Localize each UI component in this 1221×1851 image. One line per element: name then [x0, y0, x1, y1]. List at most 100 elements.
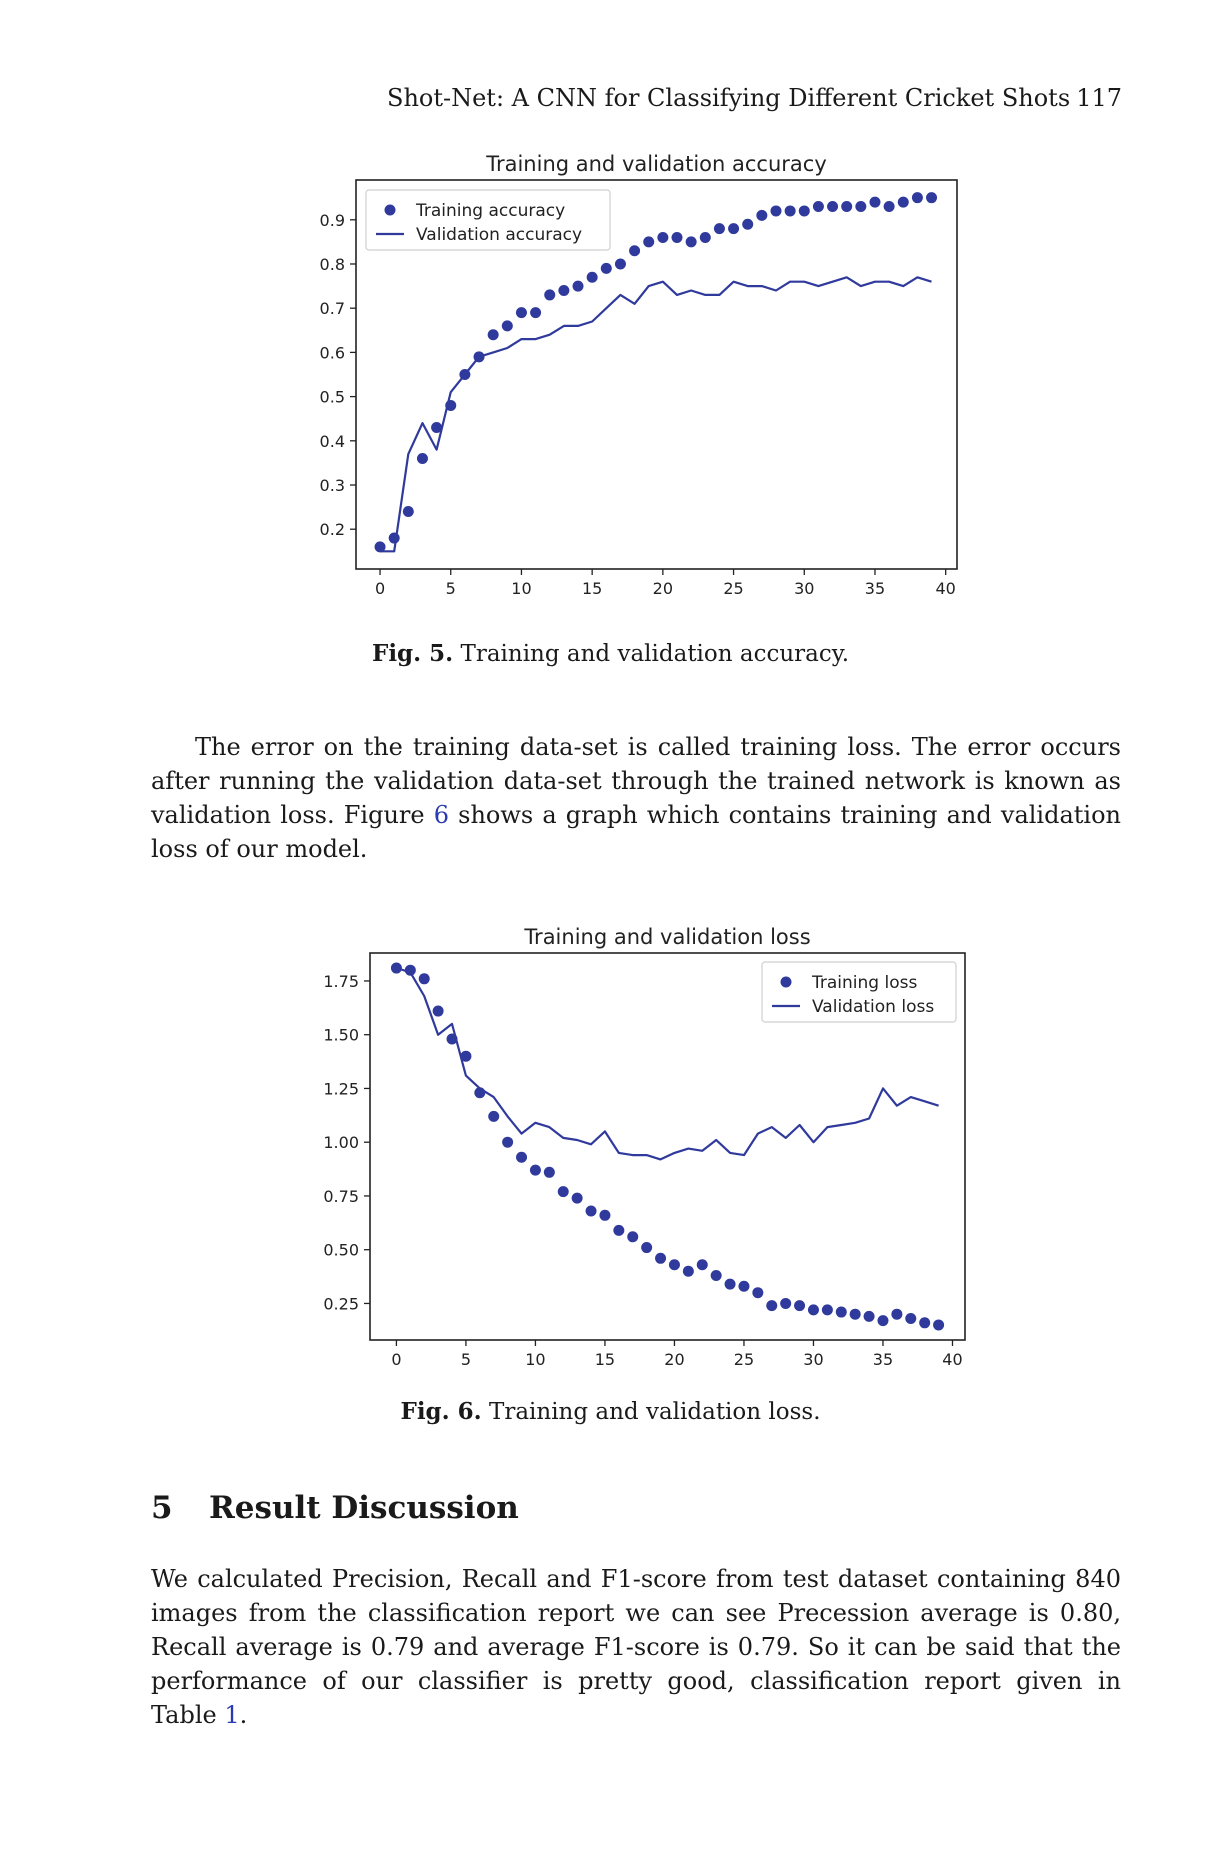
data-point-training — [883, 201, 895, 213]
caption-text: Training and validation accuracy. — [460, 641, 850, 667]
y-tick-label: 0.50 — [323, 1241, 359, 1260]
x-tick-label: 40 — [936, 579, 956, 598]
data-point-training — [487, 329, 499, 341]
data-point-training — [600, 262, 612, 274]
x-tick-label: 25 — [734, 1350, 754, 1369]
x-tick-label: 20 — [664, 1350, 684, 1369]
figure-5-caption: Fig. 5. Training and validation accuracy… — [0, 640, 1221, 667]
data-point-training — [657, 231, 669, 243]
y-tick-label: 0.25 — [323, 1294, 359, 1313]
x-tick-label: 5 — [446, 579, 456, 598]
y-tick-label: 0.6 — [320, 343, 345, 362]
data-point-training — [710, 1270, 722, 1281]
x-tick-label: 0 — [391, 1350, 401, 1369]
data-point-training — [488, 1110, 500, 1122]
data-point-training — [613, 1224, 625, 1236]
data-point-training — [798, 205, 810, 217]
section-heading: 5 Result Discussion — [151, 1490, 519, 1526]
table-reference-link[interactable]: 1 — [224, 1701, 240, 1729]
data-point-training — [599, 1209, 611, 1221]
data-point-training — [432, 1005, 444, 1017]
paragraph-text: . — [239, 1701, 248, 1729]
x-tick-label: 15 — [595, 1350, 615, 1369]
y-tick-label: 0.75 — [323, 1187, 359, 1206]
data-point-training — [780, 1297, 792, 1309]
caption-label: Fig. 5. — [371, 640, 454, 667]
data-point-training — [501, 320, 513, 332]
legend-box — [365, 189, 611, 251]
x-tick-label: 0 — [375, 579, 385, 598]
paragraph-text: We calculated Precision, Recall and F1-s… — [151, 1565, 1121, 1729]
data-point-training — [655, 1252, 667, 1264]
data-point-training — [849, 1308, 861, 1320]
y-tick-label: 1.50 — [323, 1026, 359, 1045]
data-point-training — [529, 1164, 541, 1176]
data-point-training — [614, 258, 626, 270]
data-point-training — [629, 245, 641, 257]
data-point-training — [402, 506, 414, 518]
data-point-training — [586, 271, 598, 283]
data-point-training — [724, 1278, 736, 1290]
body-paragraph-2: We calculated Precision, Recall and F1-s… — [151, 1562, 1121, 1732]
data-point-training — [696, 1259, 708, 1271]
y-tick-label: 0.2 — [320, 520, 345, 539]
data-point-training — [742, 218, 754, 230]
series-line-validation — [396, 966, 939, 1161]
data-point-training — [416, 452, 428, 464]
data-point-training — [515, 307, 527, 319]
y-tick-label: 0.7 — [320, 299, 345, 318]
y-tick-label: 0.9 — [320, 211, 345, 230]
page-number: 117 — [1076, 84, 1122, 112]
data-point-training — [752, 1287, 764, 1299]
loss-chart: Training and validation loss 0 5 10 15 20 25 30… — [323, 925, 966, 1369]
data-point-training — [756, 209, 768, 221]
x-tick-label: 30 — [803, 1350, 823, 1369]
data-point-training — [728, 223, 740, 235]
body-paragraph-1: The error on the training data-set is ca… — [151, 730, 1121, 866]
plot-frame — [355, 179, 958, 570]
x-tick-label: 10 — [525, 1350, 545, 1369]
legend-label: Training loss — [811, 973, 917, 993]
y-tick-label: 0.3 — [320, 476, 345, 495]
x-tick-label: 15 — [582, 579, 602, 598]
data-point-training — [460, 1050, 472, 1062]
x-tick-label: 25 — [723, 579, 743, 598]
data-point-training — [835, 1306, 847, 1318]
y-tick-label: 0.5 — [320, 388, 345, 407]
data-point-training — [557, 1186, 569, 1198]
data-point-training — [558, 285, 570, 297]
data-point-training — [388, 532, 400, 544]
data-point-training — [855, 201, 867, 213]
data-point-training — [926, 192, 938, 204]
legend-label: Training accuracy — [415, 201, 565, 221]
legend-label: Validation loss — [812, 997, 934, 1017]
legend-dot-marker — [780, 976, 792, 988]
data-point-training — [668, 1259, 680, 1271]
section-number: 5 — [151, 1490, 173, 1526]
data-point-training — [812, 201, 824, 213]
data-point-training — [841, 201, 853, 213]
paragraph-text: shows a graph which contains training an… — [151, 801, 1122, 863]
figure-loss: Training and validation loss 0 5 10 15 20 25 30… — [300, 905, 980, 1375]
legend-label: Validation accuracy — [416, 225, 582, 245]
data-point-training — [766, 1300, 778, 1312]
x-tick-label: 10 — [511, 579, 531, 598]
data-point-training — [863, 1310, 875, 1322]
data-point-training — [543, 1166, 555, 1178]
data-point-training — [516, 1151, 528, 1163]
y-tick-label: 0.8 — [320, 255, 345, 274]
data-point-training — [784, 205, 796, 217]
figure-reference-link[interactable]: 6 — [433, 801, 449, 829]
data-point-training — [544, 289, 556, 301]
caption-text: Training and validation loss. — [488, 1399, 821, 1425]
data-point-training — [571, 1192, 583, 1204]
data-point-training — [897, 196, 909, 208]
legend-dot-marker — [384, 204, 396, 216]
data-point-training — [431, 422, 443, 434]
data-point-training — [530, 307, 542, 319]
accuracy-chart: Training and validation accuracy 0 5 10 15 20… — [320, 152, 958, 598]
data-point-training — [807, 1304, 819, 1316]
data-point-training — [877, 1315, 889, 1327]
y-tick-label: 1.75 — [323, 972, 359, 991]
running-title: Shot-Net: A CNN for Classifying Differen… — [387, 84, 1071, 112]
